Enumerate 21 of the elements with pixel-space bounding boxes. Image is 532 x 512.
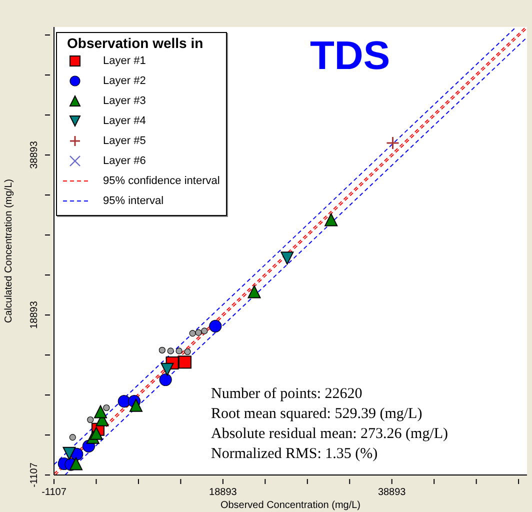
x-axis-title: Observed Concentration (mg/L)	[220, 500, 361, 511]
x-tick-label: 18893	[209, 487, 238, 498]
annotation: Number of points: 22620	[211, 385, 364, 404]
legend-label: Layer #3	[103, 95, 146, 107]
annotation: Normalized RMS: 1.35 (%)	[211, 445, 379, 464]
legend-label: Layer #6	[103, 155, 146, 167]
annotation: Absolute residual mean: 273.26 (mg/L)	[211, 425, 448, 444]
annotation: Root mean squared: 529.39 (mg/L)	[211, 405, 424, 424]
legend-label: 95% confidence interval	[103, 175, 220, 187]
y-tick-label: 18893	[29, 300, 40, 329]
y-tick-label: 38893	[29, 140, 40, 169]
legend-label: Layer #1	[103, 55, 146, 67]
legend-title: Observation wells in	[67, 35, 204, 51]
y-axis-title: Calculated Concentration (mg/L)	[4, 179, 15, 323]
legend-label: Layer #2	[103, 75, 146, 87]
x-tick-label: 38893	[378, 487, 406, 498]
legend-label: Layer #4	[103, 115, 146, 127]
x-tick-label: -1107	[42, 487, 67, 498]
legend-label: 95% interval	[103, 195, 164, 207]
chart-title: TDS	[309, 34, 391, 79]
legend-label: Layer #5	[103, 135, 146, 147]
